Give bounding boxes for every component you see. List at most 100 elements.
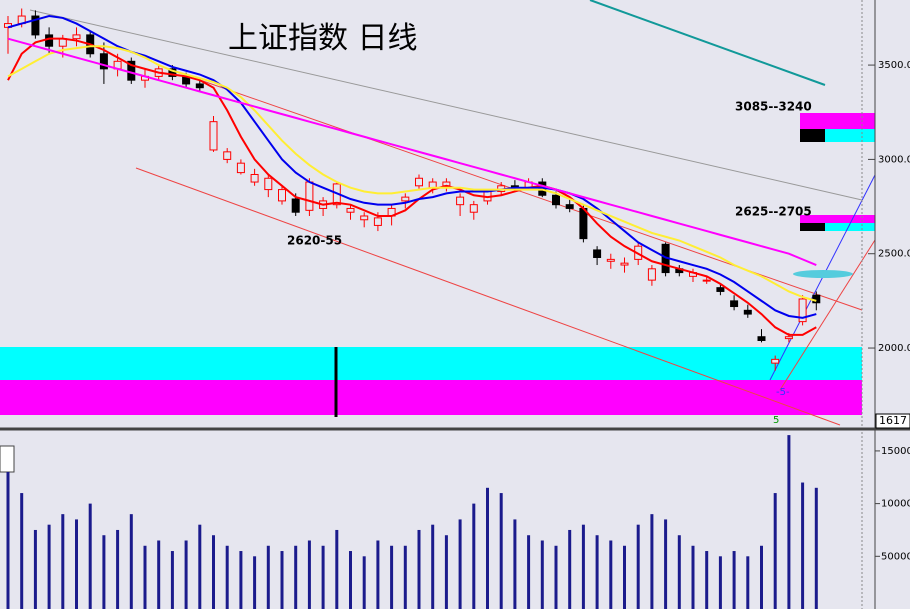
candle-body — [702, 279, 711, 282]
volume-bar — [390, 545, 394, 609]
volume-bar — [239, 551, 243, 609]
candle-body — [99, 53, 108, 70]
y2-tick-label: 150000 — [881, 446, 910, 457]
volume-bar — [307, 540, 311, 609]
volume-bar — [677, 535, 681, 609]
marks — [4, 8, 821, 609]
volume-bar — [636, 524, 640, 609]
volume-bar — [499, 493, 503, 609]
volume-bar — [335, 529, 339, 609]
volume-bar — [362, 556, 366, 609]
annotation: -5- — [776, 387, 790, 398]
annotation: 3085--3240 — [735, 100, 812, 114]
volume-bar — [814, 487, 818, 609]
zone — [800, 129, 825, 142]
y-tick-label: 2500.0 — [878, 249, 910, 260]
volume-bar — [732, 551, 736, 609]
volume-bar — [581, 524, 585, 609]
candle-body — [401, 196, 410, 202]
panel-box — [0, 445, 15, 473]
zone — [825, 223, 875, 231]
y2-tick-label: 100000 — [881, 499, 910, 510]
candle-body — [784, 336, 793, 340]
candle-body — [798, 298, 807, 323]
volume-bar — [472, 503, 476, 609]
highlight — [793, 270, 853, 278]
volume-bar — [198, 524, 202, 609]
volume-bar — [349, 551, 352, 609]
candle-body — [647, 268, 656, 281]
candle-body — [45, 34, 54, 47]
annotation: 5 — [773, 415, 779, 426]
volume-bar — [623, 545, 626, 609]
candle-body — [456, 196, 465, 206]
volume-bar — [6, 471, 10, 609]
candle-body — [291, 198, 300, 213]
candle-body — [360, 215, 369, 221]
volume-bar — [801, 482, 805, 609]
trend-line — [779, 239, 876, 391]
candle-body — [31, 15, 40, 36]
volume-bar — [554, 545, 558, 609]
candle-body — [373, 217, 382, 226]
volume-bar — [773, 493, 777, 609]
candle-body — [195, 83, 204, 89]
volume-bar — [253, 556, 257, 609]
volume-bar — [102, 535, 106, 609]
volume-bar — [212, 535, 215, 609]
candle-body — [743, 309, 752, 315]
volume-bar — [321, 545, 325, 609]
volume-bar — [184, 540, 188, 609]
moving-average — [7, 15, 817, 319]
candle-body — [593, 249, 602, 258]
trend-line — [29, 9, 863, 201]
y-tick-label: 3500.0 — [878, 60, 910, 71]
volume-bar — [170, 551, 174, 609]
volume-bar — [88, 503, 92, 609]
volume-bar — [595, 535, 599, 609]
volume-bar — [691, 545, 695, 609]
volume-bar — [705, 551, 709, 609]
volume-bar — [376, 540, 380, 609]
annotation: 2620-55 — [287, 234, 342, 248]
candle-body — [236, 162, 245, 174]
y-tick-label: 2000.0 — [878, 343, 910, 354]
zone — [800, 223, 825, 231]
candle-body — [305, 181, 314, 211]
moving-average — [7, 37, 817, 336]
trend-line — [589, 0, 826, 86]
volume-bar — [513, 519, 517, 609]
volume-bar — [157, 540, 161, 609]
volume-bar — [458, 519, 462, 609]
candle-body — [730, 300, 739, 308]
volume-bar — [540, 540, 544, 609]
volume-bar — [787, 435, 791, 609]
volume-bar — [609, 540, 613, 609]
candle-body — [771, 358, 780, 364]
candle-body — [72, 34, 81, 40]
candle-body — [579, 207, 588, 240]
volume-bar — [75, 519, 78, 609]
volume-bar — [403, 545, 407, 609]
volume-bar — [280, 551, 284, 609]
annotation: 1617 — [879, 414, 907, 427]
volume-bar — [47, 524, 51, 609]
candle-body — [250, 173, 259, 183]
volume-bar — [760, 545, 763, 609]
candle-body — [565, 204, 574, 209]
zone — [800, 215, 875, 223]
volume-bar — [143, 545, 147, 609]
volume-bar — [417, 529, 421, 609]
volume-bar — [431, 524, 435, 609]
volume-bar — [568, 529, 572, 609]
candle-body — [278, 189, 286, 202]
volume-bar — [116, 529, 120, 609]
moving-average — [7, 45, 817, 302]
candle-body — [552, 194, 560, 206]
annotation: 2625--2705 — [735, 205, 812, 219]
moving-average — [7, 37, 817, 266]
zone — [825, 129, 875, 142]
support-zone — [0, 380, 862, 415]
volume-bar — [718, 556, 722, 609]
